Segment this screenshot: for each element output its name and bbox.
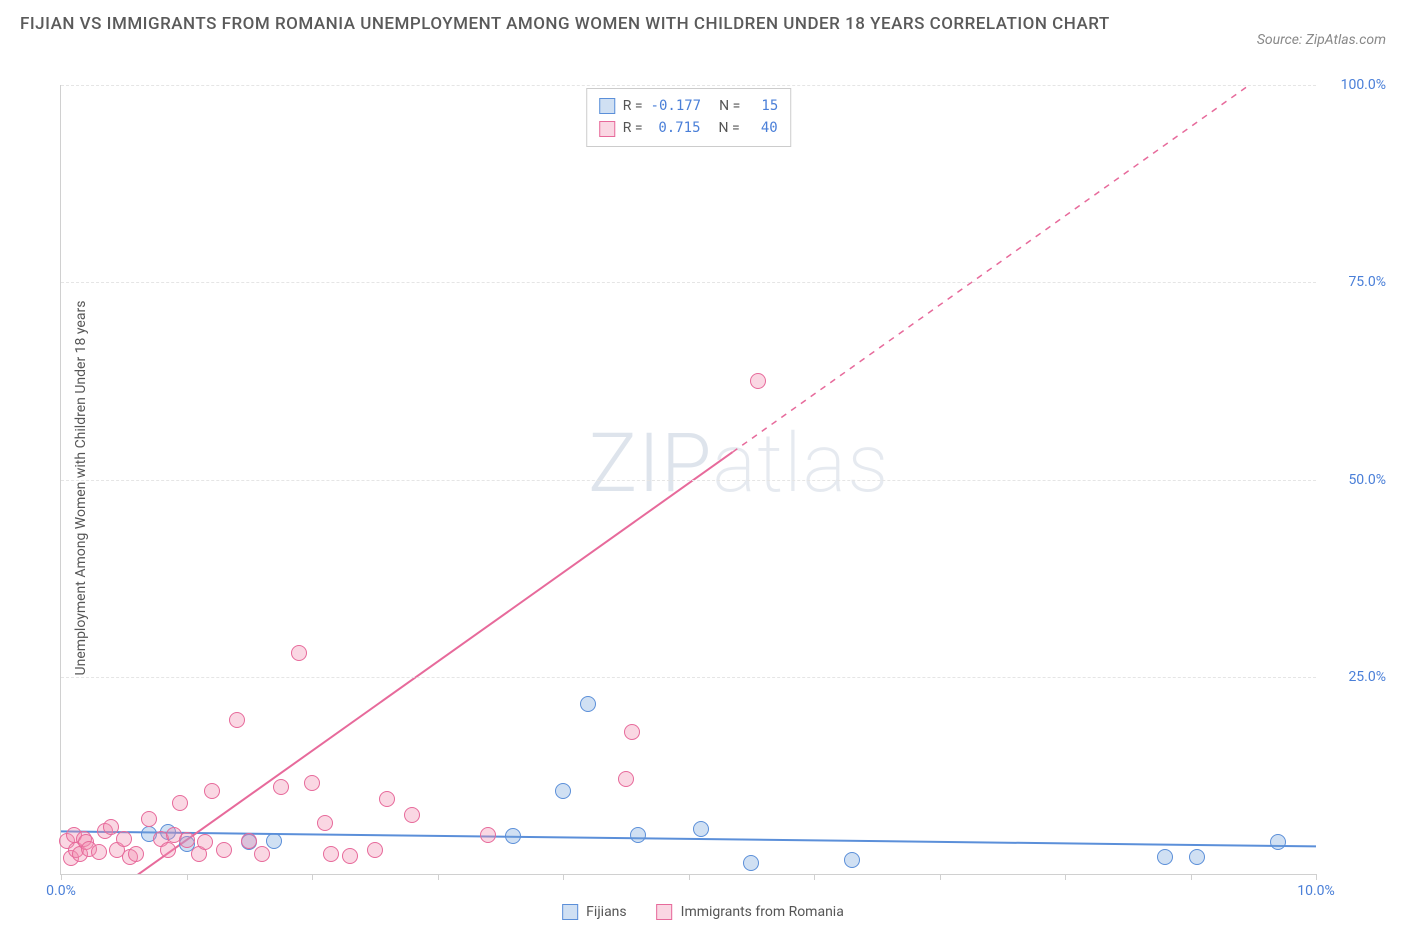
r-label: R = <box>623 117 643 139</box>
swatch-icon <box>562 904 578 920</box>
x-tick-mark <box>1191 874 1192 880</box>
data-point <box>379 791 395 807</box>
data-point <box>505 828 521 844</box>
data-point <box>266 833 282 849</box>
x-tick-mark <box>689 874 690 880</box>
data-point <box>172 795 188 811</box>
x-tick-mark <box>1316 874 1317 880</box>
y-tick-label: 50.0% <box>1348 472 1386 488</box>
stats-row: R = -0.177 N = 15 <box>599 95 779 117</box>
data-point <box>1270 834 1286 850</box>
legend-item: Immigrants from Romania <box>657 904 844 920</box>
r-value: -0.177 <box>651 95 702 117</box>
legend-item: Fijians <box>562 904 626 920</box>
x-tick-mark <box>438 874 439 880</box>
data-point <box>342 848 358 864</box>
data-point <box>750 373 766 389</box>
legend-label: Immigrants from Romania <box>681 904 844 920</box>
data-point <box>160 842 176 858</box>
stats-box: R = -0.177 N = 15 R = 0.715 N = 40 <box>586 88 792 147</box>
gridline <box>61 85 1316 86</box>
legend: Fijians Immigrants from Romania <box>562 904 844 920</box>
stats-row: R = 0.715 N = 40 <box>599 117 779 139</box>
data-point <box>624 724 640 740</box>
data-point <box>229 712 245 728</box>
legend-label: Fijians <box>586 904 626 920</box>
x-tick-mark <box>1065 874 1066 880</box>
y-axis-label: Unemployment Among Women with Children U… <box>73 300 89 675</box>
n-value: 15 <box>748 95 778 117</box>
data-point <box>128 846 144 862</box>
data-point <box>844 852 860 868</box>
gridline <box>61 480 1316 481</box>
data-point <box>480 827 496 843</box>
data-point <box>91 844 107 860</box>
data-point <box>323 846 339 862</box>
x-tick-mark <box>563 874 564 880</box>
n-label: N = <box>719 95 740 117</box>
data-point <box>743 855 759 871</box>
y-tick-label: 25.0% <box>1348 669 1386 685</box>
data-point <box>580 696 596 712</box>
x-tick-label: 10.0% <box>1297 883 1335 899</box>
x-tick-mark <box>61 874 62 880</box>
x-tick-mark <box>814 874 815 880</box>
data-point <box>179 832 195 848</box>
x-tick-mark <box>940 874 941 880</box>
data-point <box>141 811 157 827</box>
data-point <box>204 783 220 799</box>
source-label: Source: ZipAtlas.com <box>1257 32 1386 48</box>
data-point <box>116 831 132 847</box>
data-point <box>216 842 232 858</box>
swatch-icon <box>599 121 615 137</box>
n-value: 40 <box>748 117 778 139</box>
watermark: ZIPatlas <box>588 416 889 512</box>
chart-title: FIJIAN VS IMMIGRANTS FROM ROMANIA UNEMPL… <box>20 12 1110 38</box>
data-point <box>1157 849 1173 865</box>
x-tick-mark <box>187 874 188 880</box>
x-tick-mark <box>312 874 313 880</box>
data-point <box>273 779 289 795</box>
x-tick-label: 0.0% <box>46 883 76 899</box>
data-point <box>555 783 571 799</box>
gridline <box>61 677 1316 678</box>
data-point <box>317 815 333 831</box>
y-tick-label: 75.0% <box>1348 274 1386 290</box>
data-point <box>618 771 634 787</box>
swatch-icon <box>599 98 615 114</box>
gridline <box>61 282 1316 283</box>
data-point <box>304 775 320 791</box>
r-value: 0.715 <box>651 117 701 139</box>
r-label: R = <box>623 95 643 117</box>
y-tick-label: 100.0% <box>1341 77 1386 93</box>
data-point <box>404 807 420 823</box>
chart-plot-area: Unemployment Among Women with Children U… <box>60 85 1316 875</box>
data-point <box>197 834 213 850</box>
data-point <box>367 842 383 858</box>
data-point <box>1189 849 1205 865</box>
data-point <box>291 645 307 661</box>
swatch-icon <box>657 904 673 920</box>
data-point <box>254 846 270 862</box>
data-point <box>630 827 646 843</box>
n-label: N = <box>719 117 740 139</box>
data-point <box>241 833 257 849</box>
data-point <box>693 821 709 837</box>
